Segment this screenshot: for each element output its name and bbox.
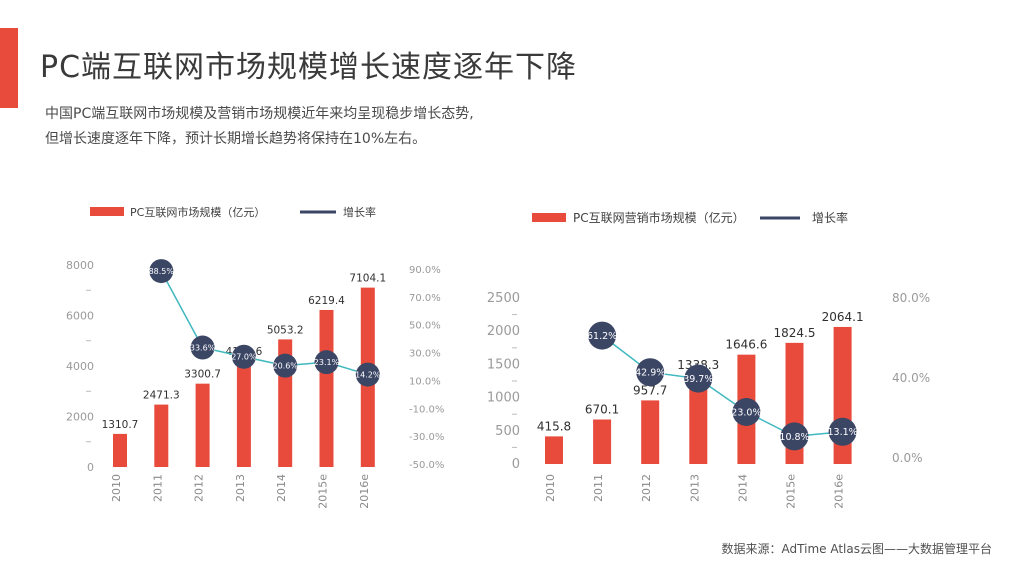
x-tick-label: 2013 [234,474,247,502]
x-tick-label: 2014 [275,474,288,502]
intro-line-2: 但增长速度逐年下降，预计长期增长趋势将保持在10%左右。 [45,131,427,147]
x-tick-label: 2012 [640,474,653,502]
y-left-tick-label: 1000 [487,391,520,406]
growth-rate-marker [149,259,174,284]
bar [319,309,334,467]
bar [113,433,127,467]
bar-value-label: 957.7 [633,383,667,397]
bar [236,361,251,467]
y-left-tick-label: 0 [512,457,520,472]
growth-rate-marker [780,422,809,451]
bar-value-label: 3300.7 [184,369,221,381]
page-title: PC端互联网市场规模增长速度逐年下降 [40,50,578,85]
x-tick-label: 2015e [317,474,330,509]
growth-rate-label: 88.5% [149,267,175,276]
y-right-tick-label: 0.0% [892,451,923,465]
growth-rate-label: 23.0% [731,407,761,418]
x-tick-label: 2011 [592,474,605,502]
bar-value-label: 1646.6 [725,338,767,352]
y-left-tick-label: 1500 [487,357,520,372]
y-right-tick-label: 40.0% [892,371,930,385]
bar-value-label: 2471.3 [143,390,180,402]
growth-rate-marker [190,335,215,360]
y-right-tick-label: 70.0% [409,293,441,304]
y-left-tick-label: 500 [495,424,520,439]
y-left-tick-label: 2500 [487,291,520,306]
bar [154,404,169,467]
growth-rate-label: 14.2% [355,370,381,379]
growth-rate-label: 13.1% [828,427,858,438]
x-tick-label: 2016e [833,474,846,509]
y-right-tick-label: -50.0% [409,460,444,471]
growth-rate-label: 33.6% [190,343,216,352]
growth-rate-marker [231,344,256,369]
y-right-tick-label: 90.0% [409,265,441,276]
growth-rate-marker [314,350,339,375]
x-tick-label: 2013 [688,474,701,502]
bar-value-label: 7104.1 [349,273,386,285]
y-left-tick-label: 8000 [66,259,94,272]
bar-value-label: 6219.4 [308,295,345,307]
bar [689,375,708,464]
legend-bar-swatch [90,207,124,216]
growth-rate-label: 42.9% [635,368,665,379]
x-tick-label: 2010 [544,474,557,502]
y-right-tick-label: 30.0% [409,349,441,360]
legend-bar-label: PC互联网市场规模（亿元） [130,205,265,219]
y-left-tick-label: 6000 [66,310,94,323]
y-left-tick-label: 2000 [487,324,520,339]
growth-rate-label: 20.6% [272,362,298,371]
growth-rate-marker [636,358,665,387]
bar [593,419,612,464]
growth-rate-label: 39.7% [683,374,713,385]
bar-value-label: 2064.1 [822,310,864,324]
legend-bar-label: PC互联网营销市场规模（亿元） [573,210,745,225]
legend-bar-swatch [532,213,566,222]
bar-value-label: 670.1 [585,403,619,417]
bar-value-label: 1824.5 [774,326,816,340]
x-tick-label: 2016e [358,474,371,509]
growth-rate-label: 23.1% [314,358,340,367]
growth-rate-marker [273,353,298,378]
growth-rate-marker [732,398,761,426]
x-tick-label: 2010 [110,474,123,502]
growth-rate-label: 27.0% [231,353,257,362]
x-tick-label: 2011 [151,474,164,502]
legend-line-label: 增长率 [812,210,848,225]
y-right-tick-label: 50.0% [409,321,441,332]
bar [195,383,210,467]
y-left-tick-label: 0 [87,461,94,474]
growth-rate-marker [828,417,857,446]
bar [641,400,660,464]
y-right-tick-label: 10.0% [409,376,441,387]
y-right-tick-label: -10.0% [409,404,444,415]
bar-value-label: 415.8 [537,419,571,433]
growth-rate-label: 10.8% [779,432,809,443]
x-tick-label: 2014 [736,474,749,502]
growth-rate-marker [684,364,713,393]
y-left-tick-label: 4000 [66,360,94,373]
bar-value-label: 1310.7 [102,419,139,431]
bar [545,436,563,464]
x-tick-label: 2015e [785,474,798,509]
intro-text: 中国PC端互联网市场规模及营销市场规模近年来均呈现稳步增长态势, 但增长速度逐年… [45,102,474,152]
title-accent-bar [0,28,18,108]
intro-line-1: 中国PC端互联网市场规模及营销市场规模近年来均呈现稳步增长态势, [45,106,474,122]
growth-rate-label: 61.2% [587,331,617,342]
bar-value-label: 5053.2 [267,324,304,336]
data-source: 数据来源：AdTime Atlas云图——大数据管理平台 [721,542,992,556]
x-tick-label: 2012 [193,474,206,502]
y-right-tick-label: -30.0% [409,432,444,443]
growth-rate-marker [355,362,380,387]
y-right-tick-label: 80.0% [892,291,930,305]
growth-rate-marker [588,321,617,350]
y-left-tick-label: 2000 [66,411,94,424]
legend-line-label: 增长率 [343,205,376,219]
